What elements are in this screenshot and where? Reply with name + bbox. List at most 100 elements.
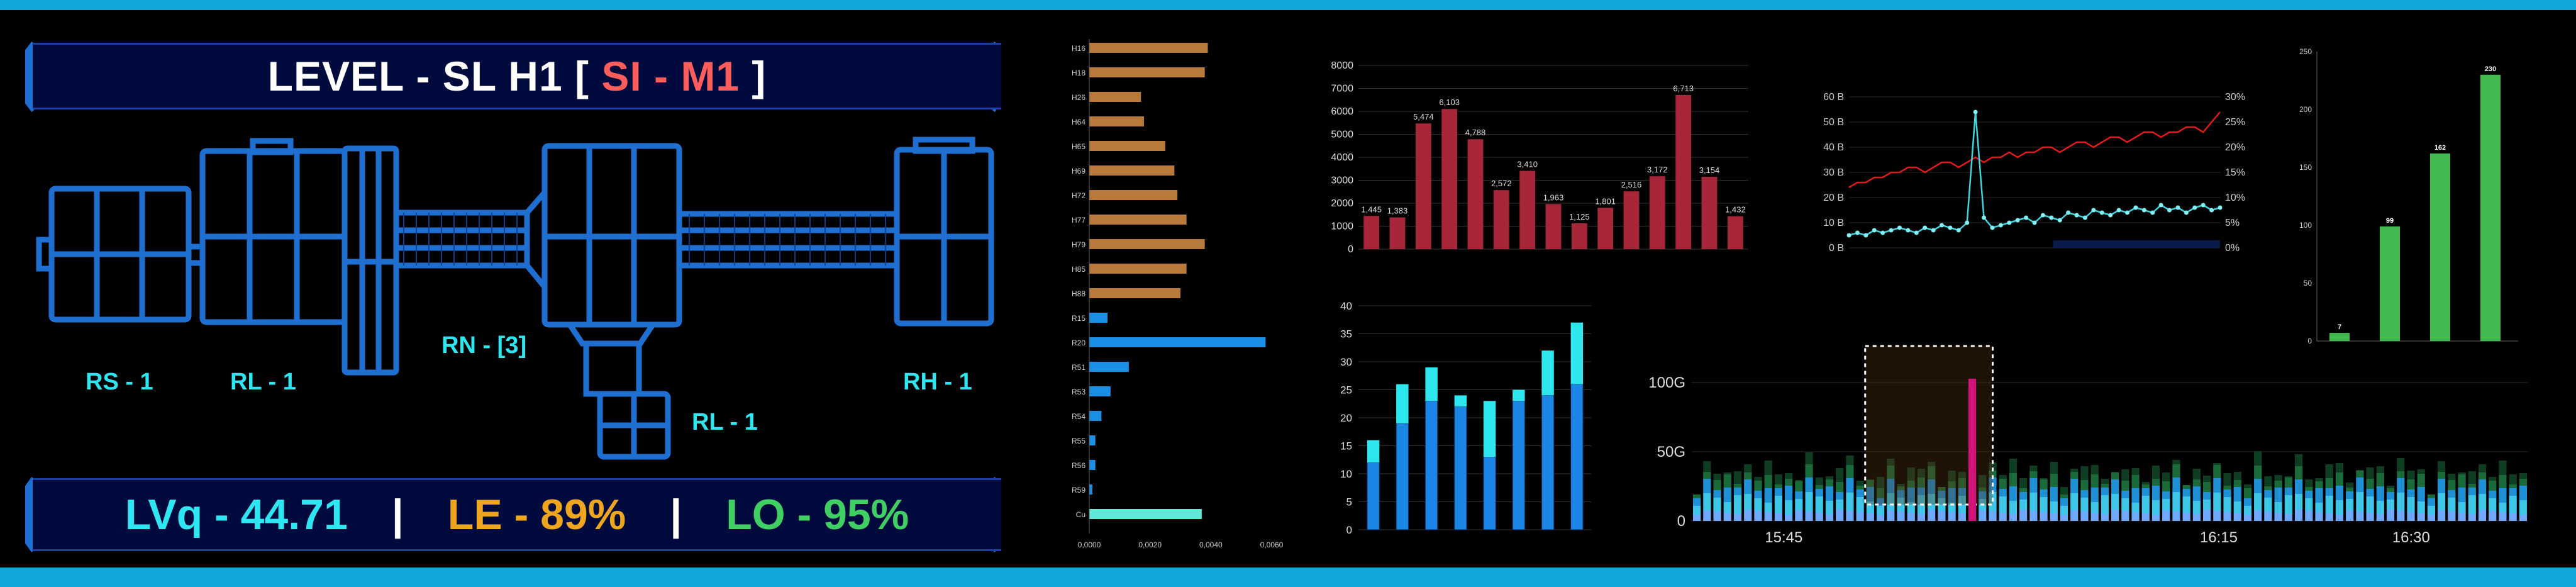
timeline-bar-segment: [2305, 487, 2313, 491]
crimson-data-label: 4,788: [1465, 128, 1486, 137]
module-rl-bottom[interactable]: [597, 391, 671, 460]
timeline-bar-segment: [1805, 464, 1813, 478]
station-schematic: [36, 137, 994, 460]
timeline-bar-segment: [2509, 474, 2517, 484]
timeline-bar-segment: [2192, 514, 2201, 521]
stacked-bar-base: [1454, 406, 1467, 530]
crimson-y-tick: 6000: [1331, 106, 1353, 117]
timeline-bar-segment: [1907, 481, 1915, 488]
timeline-bar-segment: [2213, 463, 2221, 465]
timeline-bar-segment: [2499, 461, 2507, 475]
timeline-bar-segment: [2356, 478, 2364, 492]
timeline-bar-segment: [1846, 465, 1854, 478]
stacked-y-tick: 25: [1340, 384, 1352, 396]
line-point: [2201, 203, 2206, 208]
timeline-bar-segment: [2519, 479, 2527, 486]
timeline-bar-segment: [2305, 491, 2313, 498]
timeline-bar-segment: [2121, 511, 2129, 521]
timeline-bar-segment: [2090, 513, 2099, 521]
timeline-bar-segment: [2315, 481, 2323, 488]
timeline-bar-segment: [2223, 486, 2231, 489]
line-point: [1863, 233, 1868, 238]
stacked-bar-base: [1512, 400, 1526, 530]
timeline-bar-segment: [1784, 479, 1793, 486]
timeline-bar-segment: [1958, 513, 1966, 521]
crimson-bar: [1623, 191, 1640, 249]
module-rl-left[interactable]: [199, 138, 348, 325]
timeline-bar-segment: [1856, 481, 1864, 486]
hbar-bar: [1089, 288, 1180, 298]
timeline-bar-segment: [1774, 496, 1782, 513]
timeline-bar-segment: [2172, 460, 2180, 464]
timeline-bar-segment: [2356, 512, 2364, 521]
timeline-bar-segment: [1693, 506, 1701, 515]
timeline-bar-segment: [2090, 502, 2099, 513]
timeline-bar-segment: [2397, 458, 2405, 471]
timeline-bar-segment: [1795, 481, 1803, 491]
timeline-highlight-bar: [1968, 379, 1977, 521]
timeline-bar-segment: [1795, 480, 1803, 481]
timeline-bar-segment: [1693, 515, 1701, 521]
timeline-bar-segment: [2478, 479, 2487, 494]
stacked-bar-top: [1396, 384, 1409, 423]
line-point: [2218, 205, 2223, 210]
stacked-bar-top: [1570, 322, 1584, 384]
hbar-category-label: H77: [1072, 216, 1085, 225]
timeline-bar-segment: [2468, 471, 2476, 484]
label-rn: RN - [3]: [441, 332, 527, 359]
timeline-bar-segment: [2121, 469, 2129, 481]
module-rs[interactable]: [36, 186, 192, 323]
timeline-bar-segment: [1733, 484, 1742, 488]
timeline-bar-segment: [1754, 498, 1762, 511]
timeline-bar-segment: [1836, 492, 1844, 500]
timeline-bar-segment: [1856, 497, 1864, 512]
hbar-bar: [1089, 509, 1202, 519]
timeline-bar-segment: [2060, 515, 2068, 521]
timeline-bar-segment: [2121, 491, 2129, 498]
timeline-bar-segment: [2386, 486, 2395, 488]
timeline-bar-segment: [2325, 478, 2333, 488]
hbar-category-label: R54: [1072, 412, 1085, 421]
hbar-x-tick: 0,0000: [1078, 540, 1101, 549]
timeline-bar-segment: [1907, 467, 1915, 481]
timeline-bar-segment: [2213, 465, 2221, 478]
timeline-bar-segment: [2489, 477, 2497, 481]
timeline-bar-segment: [2029, 471, 2038, 478]
timeline-bar-segment: [1805, 492, 1813, 512]
timeline-bar-segment: [2111, 510, 2119, 521]
timeline-bar-segment: [1825, 501, 1834, 514]
timeline-bar-segment: [1866, 479, 1874, 480]
timeline-bar-segment: [2427, 515, 2436, 521]
hbar-category-label: H88: [1072, 289, 1085, 298]
timeline-bar-segment: [2284, 495, 2292, 514]
line-y-tick-left: 0 B: [1829, 243, 1844, 254]
timeline-bar-segment: [2172, 512, 2180, 521]
timeline-bar-segment: [1948, 488, 1956, 503]
timeline-bar-segment: [2438, 479, 2446, 493]
crimson-y-tick: 0: [1348, 244, 1353, 255]
timeline-bar-segment: [1713, 474, 1721, 480]
crimson-data-label: 1,801: [1595, 196, 1616, 206]
timeline-bar-segment: [1917, 488, 1926, 495]
module-rn[interactable]: [524, 143, 682, 397]
module-rh[interactable]: [894, 137, 994, 327]
timeline-bar-segment: [1733, 471, 1742, 484]
timeline-bar-segment: [1733, 495, 1742, 514]
timeline-bar-segment: [2101, 479, 2109, 484]
timeline-y-tick: 50G: [1657, 444, 1685, 461]
timeline-bar-segment: [2019, 492, 2028, 500]
timeline-bar-segment: [2151, 515, 2160, 521]
stacked-bar-chart-svg: 0 5 10 15 20 25 30 35 40: [1340, 300, 1591, 536]
timeline-bar-segment: [2040, 512, 2048, 521]
timeline-bar-segment: [1887, 479, 1895, 493]
stacked-bar-base: [1367, 462, 1380, 530]
timeline-bar-segment: [2101, 488, 2109, 495]
timeline-bar-segment: [2458, 502, 2466, 513]
module-tower[interactable]: [341, 145, 399, 376]
hbar-category-label: H26: [1072, 93, 1085, 102]
timeline-bar-segment: [2213, 478, 2221, 493]
line-point: [1923, 225, 1928, 230]
timeline-bar-segment: [2243, 498, 2252, 506]
timeline-bar-segment: [2417, 513, 2425, 521]
timeline-bar-segment: [2182, 485, 2190, 489]
